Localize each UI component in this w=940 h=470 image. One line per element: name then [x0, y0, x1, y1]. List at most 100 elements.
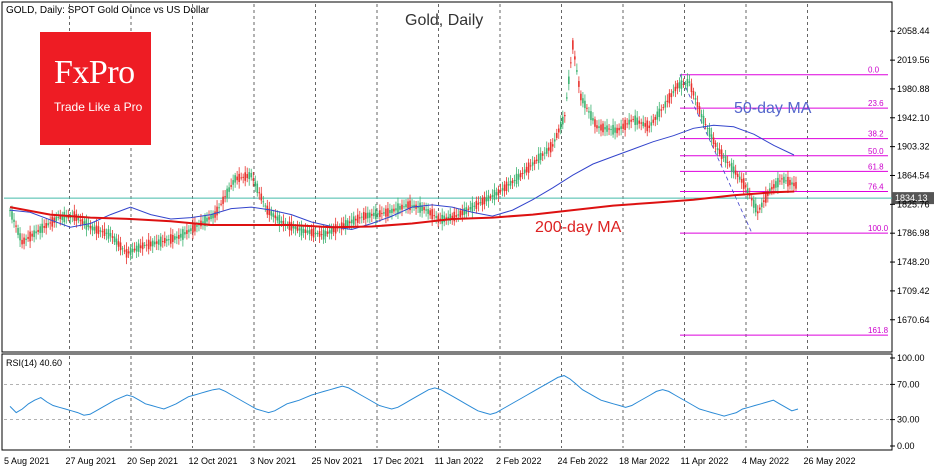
candle-body — [750, 198, 753, 201]
candle-body — [549, 142, 552, 153]
candle-body — [117, 241, 120, 247]
candle-body — [662, 107, 665, 109]
y-tick-label: 1980.88 — [897, 84, 930, 94]
candle-body — [756, 211, 759, 214]
candle-body — [246, 174, 249, 179]
candle-body — [433, 215, 435, 217]
candle-body — [674, 86, 677, 92]
candle-body — [574, 56, 576, 60]
candle-body — [545, 148, 548, 154]
candle-body — [527, 162, 530, 173]
candle-body — [469, 207, 472, 210]
candle-body — [25, 238, 27, 241]
candle-body — [622, 123, 624, 129]
candle-body — [226, 188, 228, 198]
candle-body — [539, 152, 542, 161]
candle-body — [730, 162, 733, 172]
candle-body — [610, 129, 612, 131]
candle-body — [642, 121, 645, 127]
candle-body — [555, 132, 558, 138]
candle-body — [31, 233, 33, 237]
candle-body — [41, 223, 43, 233]
candle-body — [401, 204, 403, 210]
candle-body — [634, 115, 636, 125]
candle-body — [624, 119, 626, 130]
candle-body — [618, 127, 620, 131]
candle-body — [37, 229, 39, 232]
candle-body — [93, 226, 96, 231]
candle-body — [612, 124, 614, 135]
candle-body — [449, 213, 452, 221]
candle-body — [389, 210, 391, 214]
candle-body — [178, 234, 180, 239]
candle-body — [61, 214, 64, 220]
candle-body — [234, 175, 236, 183]
candle-body — [47, 223, 49, 226]
candle-body — [519, 173, 522, 178]
y-axis: 2058.44 2019.56 1980.88 1942.10 1903.32 1864.… — [890, 26, 930, 325]
candle-body — [172, 234, 174, 242]
candle-body — [773, 184, 775, 189]
candle-body — [9, 210, 11, 212]
candle-body — [568, 76, 570, 85]
candle-body — [184, 232, 186, 235]
candle-body — [736, 173, 739, 177]
candle-body — [230, 185, 232, 187]
candle-body — [397, 203, 399, 214]
candle-body — [326, 231, 329, 234]
candle-body — [393, 208, 395, 212]
rsi-label: RSI(14) 40.60 — [6, 358, 62, 368]
candle-body — [537, 153, 540, 164]
candle-body — [147, 239, 150, 250]
fib-label: 100.0 — [868, 224, 889, 233]
candle-body — [332, 227, 335, 233]
candle-body — [157, 239, 160, 245]
candle-body — [121, 248, 124, 250]
candle-body — [744, 185, 747, 188]
candle-body — [23, 237, 25, 244]
candle-body — [55, 216, 58, 222]
candle-body — [513, 180, 516, 182]
candle-body — [427, 208, 429, 214]
candle-body — [224, 196, 226, 198]
candle-body — [505, 181, 508, 191]
candle-body — [290, 222, 293, 231]
candle-body — [139, 245, 142, 249]
x-tick-label: 17 Dec 2021 — [373, 456, 424, 466]
ma50-annotation: 50-day MA — [734, 100, 812, 117]
candle-body — [318, 231, 321, 237]
candle-body — [308, 230, 311, 235]
candle-body — [471, 202, 474, 212]
candle-body — [722, 156, 725, 158]
fib-label: 161.8 — [868, 326, 889, 335]
candle-body — [678, 82, 681, 89]
candle-body — [670, 93, 673, 98]
candle-body — [485, 197, 488, 202]
rsi-y-tick-label: 100.00 — [897, 353, 925, 363]
logo-tagline: Trade Like a Pro — [54, 100, 143, 114]
candle-body — [43, 225, 45, 228]
candle-body — [533, 160, 536, 164]
candle-body — [350, 219, 353, 224]
candle-body — [220, 203, 222, 205]
candle-body — [445, 217, 448, 220]
candle-body — [419, 202, 421, 213]
candle-body — [248, 172, 251, 180]
candle-body — [19, 233, 21, 241]
candle-body — [507, 184, 510, 186]
candle-body — [447, 216, 450, 220]
candle-body — [407, 201, 409, 209]
x-tick-label: 27 Aug 2021 — [66, 456, 117, 466]
x-tick-label: 20 Sep 2021 — [127, 456, 178, 466]
candle-body — [628, 119, 630, 125]
candle-body — [630, 119, 632, 122]
candle-body — [89, 226, 92, 229]
fib-label: 38.2 — [868, 130, 884, 139]
candle-body — [489, 196, 492, 198]
candle-body — [793, 182, 795, 187]
rsi-indicator: 100.00 70.00 30.00 0.00 — [4, 353, 925, 451]
candle-body — [141, 242, 144, 250]
x-tick-label: 12 Oct 2021 — [189, 456, 238, 466]
candle-body — [362, 212, 365, 221]
candle-body — [174, 236, 176, 240]
